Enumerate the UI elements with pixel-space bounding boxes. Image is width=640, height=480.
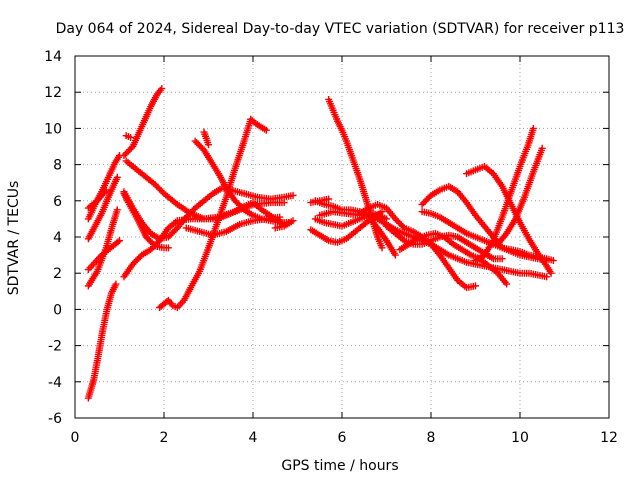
data-point	[289, 191, 297, 199]
data-point	[276, 213, 284, 221]
series-track-12	[120, 190, 172, 252]
y-tick-label: 8	[53, 158, 62, 174]
series-track-14	[247, 115, 270, 134]
data-point	[113, 173, 121, 181]
y-tick-label: -4	[48, 375, 62, 391]
x-tick-label: 6	[338, 430, 347, 446]
series-track-27	[472, 124, 537, 265]
y-tick-label: 4	[53, 230, 62, 246]
x-tick-label: 2	[160, 430, 169, 446]
series-track-06	[84, 186, 110, 212]
y-tick-label: -6	[48, 411, 62, 427]
data-point	[164, 244, 172, 252]
series-track-31	[316, 208, 390, 223]
x-tick-label: 12	[600, 430, 618, 446]
y-tick-label: 6	[53, 194, 62, 210]
data-point	[399, 222, 407, 230]
data-point	[289, 217, 297, 225]
series-track-15	[191, 137, 293, 227]
data-point	[325, 195, 333, 203]
y-tick-label: 10	[44, 121, 62, 137]
series-track-04	[84, 173, 121, 243]
data-point	[114, 238, 122, 246]
y-tick-label: 0	[53, 302, 62, 318]
data-point	[113, 206, 121, 214]
series-track-28	[494, 144, 546, 248]
data-point	[543, 273, 551, 281]
data-point	[529, 124, 537, 132]
data-point	[472, 282, 479, 290]
data-point	[547, 269, 555, 277]
data-point	[150, 241, 158, 249]
data-point	[280, 199, 288, 207]
data-point	[112, 280, 120, 288]
data-point	[549, 257, 557, 265]
tick-labels: 0 2 4 6 8 10 12 -6 -4 -2 0 2 4 6 8 10 12 14	[44, 49, 618, 446]
y-axis-label: SDTVAR / TECUs	[6, 181, 22, 296]
data-point	[262, 126, 270, 134]
y-tick-label: 12	[44, 85, 62, 101]
chart-title: Day 064 of 2024, Sidereal Day-to-day VTE…	[56, 21, 625, 37]
series-track-09	[122, 132, 135, 141]
series-track-08	[120, 85, 166, 160]
data-point	[538, 144, 546, 152]
y-tick-label: -2	[48, 339, 62, 355]
data-point	[503, 280, 511, 288]
x-tick-label: 4	[249, 430, 258, 446]
series-track-32	[307, 195, 333, 207]
y-tick-label: 2	[53, 266, 62, 282]
data-point	[383, 215, 390, 223]
data-point	[391, 251, 399, 259]
data-point	[116, 237, 123, 245]
series-track-17	[182, 213, 284, 239]
data-point	[158, 85, 166, 93]
x-tick-label: 10	[511, 430, 529, 446]
y-tick-label: 14	[44, 49, 62, 65]
x-tick-label: 8	[427, 430, 436, 446]
x-tick-label: 0	[71, 430, 80, 446]
data-point	[498, 255, 506, 263]
series-track-18	[271, 217, 297, 232]
data-points	[84, 85, 557, 402]
data-point	[102, 186, 110, 194]
axis-ticks	[74, 55, 610, 419]
series-track-01	[84, 280, 120, 402]
x-axis-label: GPS time / hours	[281, 458, 398, 474]
data-point	[205, 141, 212, 149]
series-track-30	[383, 222, 506, 263]
data-point	[378, 244, 386, 252]
series-track-03	[84, 237, 123, 274]
data-point	[127, 133, 135, 141]
series-track-16	[200, 128, 212, 149]
